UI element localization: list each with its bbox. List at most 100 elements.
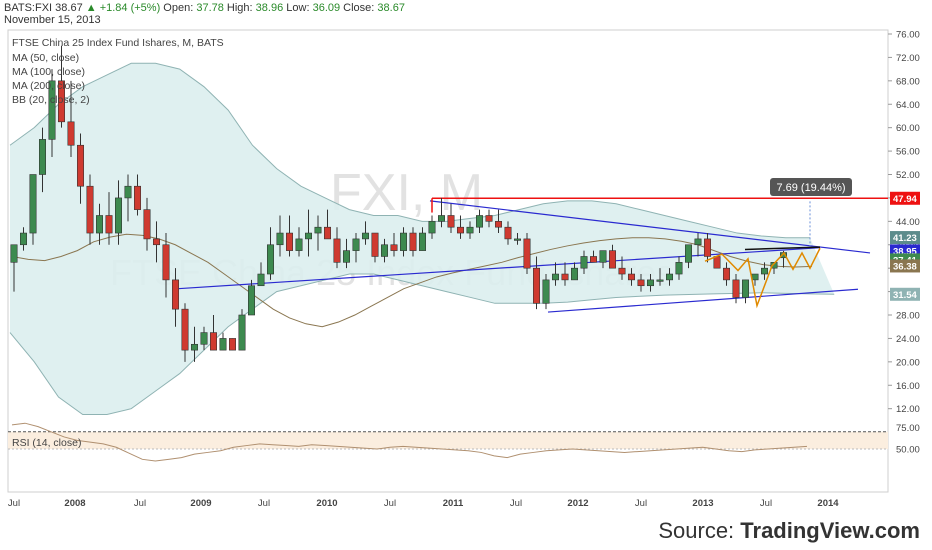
symbol-name: BATS:FXI bbox=[4, 2, 53, 14]
rsi-tick-label: 50.00 bbox=[896, 445, 920, 456]
indicator-ma50: MA (50, close) bbox=[12, 52, 79, 64]
source-credit: Source: TradingView.com bbox=[658, 518, 920, 544]
price-change: ▲ +1.84 (+5%) bbox=[85, 2, 161, 14]
time-tick-label: Jul bbox=[510, 498, 522, 509]
price-tick-label: 44.00 bbox=[896, 217, 920, 228]
candle-body bbox=[409, 232, 417, 251]
candle-body bbox=[637, 279, 645, 287]
candle-body bbox=[162, 244, 170, 281]
bar-date: November 15, 2013 bbox=[4, 14, 101, 26]
candle-body bbox=[485, 215, 493, 222]
candle-body bbox=[371, 232, 379, 257]
candle-body bbox=[314, 226, 322, 234]
close-label: Close: bbox=[343, 2, 375, 14]
time-tick-label: Jul bbox=[760, 498, 772, 509]
candle-body bbox=[257, 273, 265, 287]
candle-body bbox=[722, 267, 730, 281]
candle-body bbox=[504, 226, 512, 240]
price-tick-label: 76.00 bbox=[896, 30, 920, 41]
candles bbox=[10, 45, 787, 362]
candle-body bbox=[172, 279, 180, 310]
price-label-text: 41.23 bbox=[893, 233, 917, 244]
pattern-drawing bbox=[704, 246, 821, 309]
candle-body bbox=[703, 238, 711, 257]
time-tick-label: Jul bbox=[384, 498, 396, 509]
candle-body bbox=[191, 343, 199, 351]
candle-body bbox=[380, 244, 388, 257]
open-label: Open: bbox=[163, 2, 194, 14]
candle-body bbox=[29, 174, 37, 234]
candle-body bbox=[38, 139, 46, 175]
last-price: 38.67 bbox=[55, 2, 83, 14]
symbol-header: BATS:FXI 38.67 ▲ +1.84 (+5%) Open: 37.78… bbox=[4, 2, 405, 15]
candle-body bbox=[134, 185, 142, 210]
candle-body bbox=[456, 226, 464, 234]
candle-body bbox=[361, 232, 369, 240]
candle-body bbox=[333, 238, 341, 263]
time-tick-label: 2011 bbox=[443, 498, 464, 509]
candle-body bbox=[86, 185, 94, 234]
candle-body bbox=[323, 226, 331, 240]
price-tick-label: 24.00 bbox=[896, 334, 920, 345]
candle-body bbox=[352, 238, 360, 251]
candle-body bbox=[618, 267, 626, 275]
price-tick-label: 16.00 bbox=[896, 381, 920, 392]
candle-body bbox=[732, 279, 740, 298]
candle-body bbox=[684, 244, 692, 263]
price-tick-label: 12.00 bbox=[896, 404, 920, 415]
candle-body bbox=[760, 267, 768, 275]
price-label-box bbox=[890, 259, 920, 273]
candle-body bbox=[219, 338, 227, 351]
indicator-title: FTSE China 25 Index Fund Ishares, M, BAT… bbox=[12, 37, 224, 49]
indicator-ma200: MA (200, close) bbox=[12, 80, 85, 92]
price-tick-label: 60.00 bbox=[896, 123, 920, 134]
price-axis: 12.0016.0020.0024.0028.0032.0036.0040.00… bbox=[888, 30, 920, 415]
candle-body bbox=[494, 221, 502, 228]
candle-body bbox=[428, 221, 436, 234]
candle-body bbox=[19, 232, 27, 246]
time-tick-label: Jul bbox=[8, 498, 20, 509]
pattern-neckline bbox=[744, 246, 821, 251]
time-tick-label: Jul bbox=[635, 498, 647, 509]
candle-body bbox=[200, 332, 208, 345]
source-brand: TradingView.com bbox=[740, 518, 920, 543]
price-label-text: 47.94 bbox=[893, 194, 917, 205]
trendlines bbox=[177, 197, 888, 313]
candle-body bbox=[770, 262, 778, 269]
candle-body bbox=[399, 232, 407, 251]
candle-body bbox=[266, 244, 274, 275]
trend-rising-line bbox=[177, 247, 821, 290]
candle-body bbox=[276, 232, 284, 246]
candle-body bbox=[342, 250, 350, 263]
price-label-text: 36.38 bbox=[893, 261, 917, 272]
candle-body bbox=[608, 250, 616, 269]
candle-body bbox=[390, 244, 398, 251]
candle-body bbox=[447, 215, 455, 228]
rsi-band bbox=[8, 431, 888, 449]
candle-body bbox=[675, 262, 683, 275]
candle-body bbox=[542, 279, 550, 304]
pattern-zigzag bbox=[704, 247, 821, 309]
rsi-tick-label: 75.00 bbox=[896, 423, 920, 434]
trend-falling-line bbox=[429, 200, 871, 254]
close-value: 38.67 bbox=[377, 2, 405, 14]
candle-body bbox=[656, 279, 664, 282]
candle-body bbox=[532, 267, 540, 304]
measure-label: 7.69 (19.44%) bbox=[776, 182, 845, 194]
price-tick-label: 72.00 bbox=[896, 53, 920, 64]
price-label-text: 31.54 bbox=[893, 290, 917, 301]
rsi-label: RSI (14, close) bbox=[12, 437, 81, 449]
candle-body bbox=[513, 238, 521, 241]
high-value: 38.96 bbox=[255, 2, 284, 14]
measure-tool[interactable]: 7.69 (19.44%) bbox=[770, 178, 852, 196]
candle-body bbox=[713, 256, 721, 269]
candle-body bbox=[210, 332, 218, 351]
measure-label-box bbox=[770, 178, 852, 196]
bb-upper-line bbox=[9, 62, 810, 239]
low-value: 36.09 bbox=[312, 2, 341, 14]
candle-body bbox=[124, 185, 132, 199]
candle-body bbox=[475, 215, 483, 228]
indicator-bb: BB (20, close, 2) bbox=[12, 94, 90, 106]
